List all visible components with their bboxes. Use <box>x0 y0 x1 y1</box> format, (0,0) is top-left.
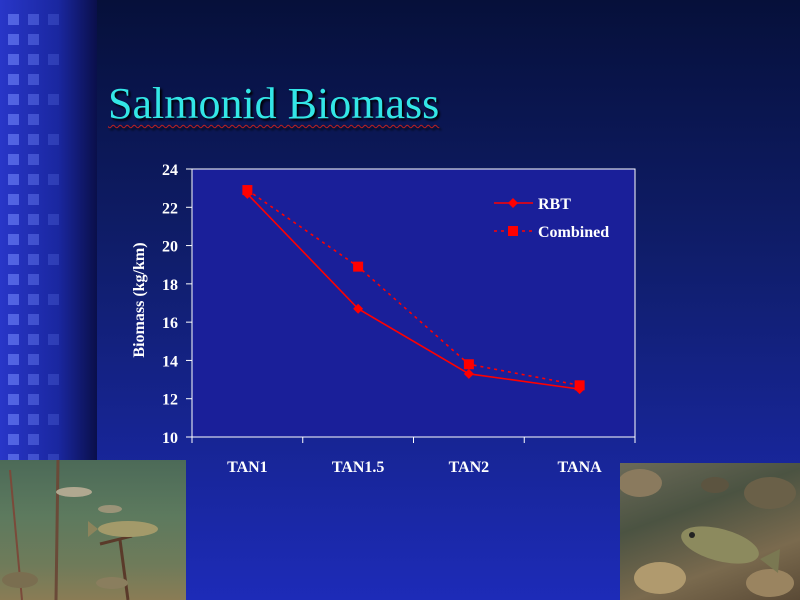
decorative-square <box>28 394 39 405</box>
decorative-square <box>8 434 19 445</box>
decorative-square <box>28 434 39 445</box>
decorative-square <box>48 134 59 145</box>
data-point <box>463 368 474 379</box>
decorative-square <box>48 334 59 345</box>
series-line <box>246 189 580 387</box>
decorative-square <box>28 154 39 165</box>
legend-marker <box>508 198 518 208</box>
y-tick-label: 24 <box>162 162 178 179</box>
axes: 10 12 14 16 18 20 22 24 TAN1 TAN1.5 TAN2 TANA <box>162 162 636 476</box>
decorative-square <box>8 274 19 285</box>
fish-illustration <box>2 460 158 600</box>
decorative-square <box>8 94 19 105</box>
decorative-square <box>28 74 39 85</box>
decorative-square <box>48 54 59 65</box>
legend-label: RBT <box>538 196 571 213</box>
decorative-square <box>8 134 19 145</box>
decorative-square <box>48 14 59 25</box>
decorative-square <box>8 454 19 465</box>
decorative-square <box>8 214 19 225</box>
decorative-square <box>48 414 59 425</box>
decorative-square <box>8 194 19 205</box>
decorative-square <box>8 114 19 125</box>
y-tick-label: 10 <box>162 430 178 447</box>
decorative-square <box>8 294 19 305</box>
decorative-square <box>28 354 39 365</box>
decorative-square <box>48 454 59 465</box>
decorative-square <box>8 354 19 365</box>
decorative-square <box>8 314 19 325</box>
x-tick-label: TAN2 <box>449 459 490 476</box>
data-point <box>353 303 364 314</box>
decorative-square <box>28 374 39 385</box>
slide-title: Salmonid Biomass <box>108 79 440 128</box>
y-axis-label: Biomass (kg/km) <box>131 242 148 357</box>
legend-item-combined: Combined <box>494 224 609 241</box>
decorative-square <box>28 54 39 65</box>
decorative-square <box>48 254 59 265</box>
decorative-square <box>48 294 59 305</box>
decorative-square <box>28 94 39 105</box>
x-tick-label: TAN1 <box>227 459 268 476</box>
decorative-square <box>28 34 39 45</box>
decorative-square <box>28 134 39 145</box>
legend: RBT Combined <box>494 196 609 241</box>
decorative-square <box>8 374 19 385</box>
legend-marker <box>508 226 518 236</box>
legend-item-rbt: RBT <box>494 196 571 213</box>
decorative-square <box>28 414 39 425</box>
fish-on-gravel-photo <box>620 463 800 600</box>
decorative-square <box>28 114 39 125</box>
decorative-square <box>8 34 19 45</box>
decorative-square <box>8 174 19 185</box>
decorative-square <box>8 234 19 245</box>
x-tick-label: TAN1.5 <box>332 459 385 476</box>
decorative-square <box>28 194 39 205</box>
series-combined <box>242 185 585 391</box>
data-point <box>574 380 585 391</box>
decorative-square <box>8 334 19 345</box>
decorative-square <box>28 454 39 465</box>
data-point <box>242 185 253 196</box>
y-tick-label: 22 <box>162 200 178 217</box>
y-tick-label: 16 <box>162 315 178 332</box>
series-layer <box>242 185 585 395</box>
decorative-square <box>8 254 19 265</box>
decorative-square <box>48 94 59 105</box>
decorative-square <box>28 314 39 325</box>
decorative-square <box>28 254 39 265</box>
decorative-square <box>28 234 39 245</box>
decorative-square <box>28 334 39 345</box>
y-tick-label: 12 <box>162 392 178 409</box>
decorative-square <box>8 394 19 405</box>
decorative-square <box>28 14 39 25</box>
decorative-square <box>28 214 39 225</box>
decorative-square <box>28 174 39 185</box>
y-tick-label: 18 <box>162 277 178 294</box>
series-line <box>246 193 580 390</box>
decorative-square <box>28 274 39 285</box>
decorative-square <box>48 374 59 385</box>
decorative-square <box>48 214 59 225</box>
gravel-fish-illustration <box>620 469 796 597</box>
decorative-square <box>28 294 39 305</box>
decorative-square <box>8 414 19 425</box>
y-tick-label: 14 <box>162 353 178 370</box>
underwater-fish-photo <box>0 460 186 600</box>
decorative-square <box>8 74 19 85</box>
data-point <box>353 261 364 272</box>
x-tick-label: TANA <box>558 459 603 476</box>
y-tick-label: 20 <box>162 239 178 256</box>
legend-label: Combined <box>538 224 609 241</box>
decorative-square <box>8 54 19 65</box>
decorative-square <box>8 154 19 165</box>
decorative-square <box>48 174 59 185</box>
data-point <box>463 359 474 370</box>
decorative-square <box>8 14 19 25</box>
